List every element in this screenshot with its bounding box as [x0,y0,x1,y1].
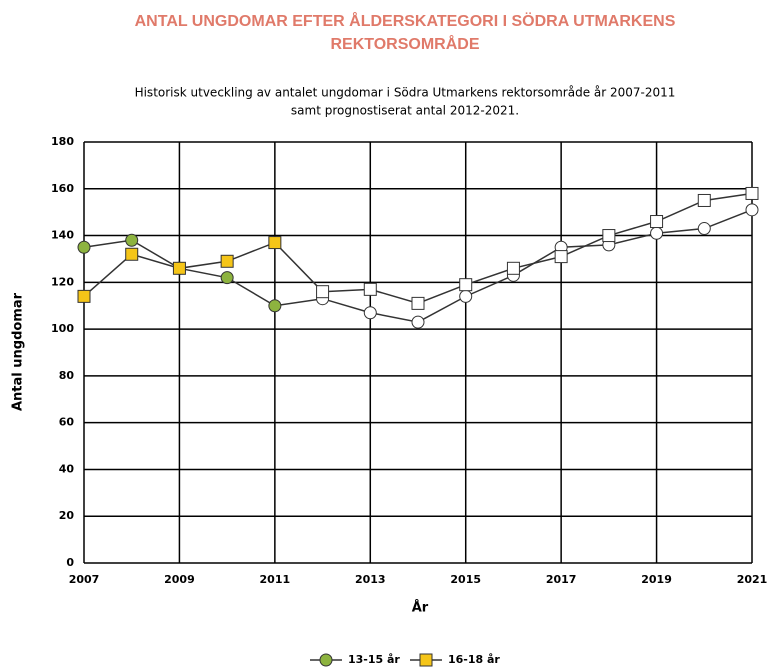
data-point [220,254,234,268]
legend-label: 13-15 år [348,653,400,666]
data-point [363,306,377,320]
x-tick-label: 2013 [355,573,386,586]
data-point [745,203,759,217]
y-tick-label: 40 [59,462,75,475]
data-point [77,289,91,303]
y-tick-label: 180 [51,135,74,148]
legend-label: 16-18 år [448,653,500,666]
y-axis-title: Antal ungdomar [11,292,26,411]
data-point [172,261,186,275]
x-tick-label: 2015 [450,573,481,586]
y-tick-label: 140 [51,229,74,242]
data-point [459,289,473,303]
data-point [411,296,425,310]
y-tick-label: 100 [51,322,74,335]
x-tick-label: 2021 [737,573,768,586]
data-point [411,315,425,329]
data-point [745,186,759,200]
data-point [220,271,234,285]
data-point [125,233,139,247]
y-tick-label: 120 [51,275,74,288]
data-point [650,226,664,240]
data-point [125,247,139,261]
data-point [554,250,568,264]
y-tick-label: 20 [59,509,75,522]
x-tick-label: 2017 [546,573,577,586]
data-point [316,285,330,299]
data-point [77,240,91,254]
chart-title: REKTORSOMRÅDE [330,34,479,53]
data-point [363,282,377,296]
x-tick-label: 2019 [641,573,672,586]
data-point [697,222,711,236]
chart-title: ANTAL UNGDOMAR EFTER ÅLDERSKATEGORI I SÖ… [135,11,676,30]
data-point [506,261,520,275]
y-tick-label: 60 [59,416,75,429]
x-tick-label: 2009 [164,573,195,586]
x-tick-label: 2007 [69,573,100,586]
series-line [83,192,753,305]
x-tick-label: 2011 [260,573,291,586]
chart-subtitle: Historisk utveckling av antalet ungdomar… [135,86,676,100]
data-point [459,278,473,292]
y-tick-label: 160 [51,182,74,195]
legend-marker [319,653,333,667]
data-point [650,215,664,229]
chart-subtitle: samt prognostiserat antal 2012-2021. [291,104,519,118]
y-tick-label: 0 [66,556,74,569]
y-tick-label: 80 [59,369,75,382]
data-point [697,193,711,207]
x-axis-title: År [412,600,429,616]
data-point [602,229,616,243]
data-point [268,299,282,313]
legend-marker [419,653,433,667]
data-point [268,236,282,250]
